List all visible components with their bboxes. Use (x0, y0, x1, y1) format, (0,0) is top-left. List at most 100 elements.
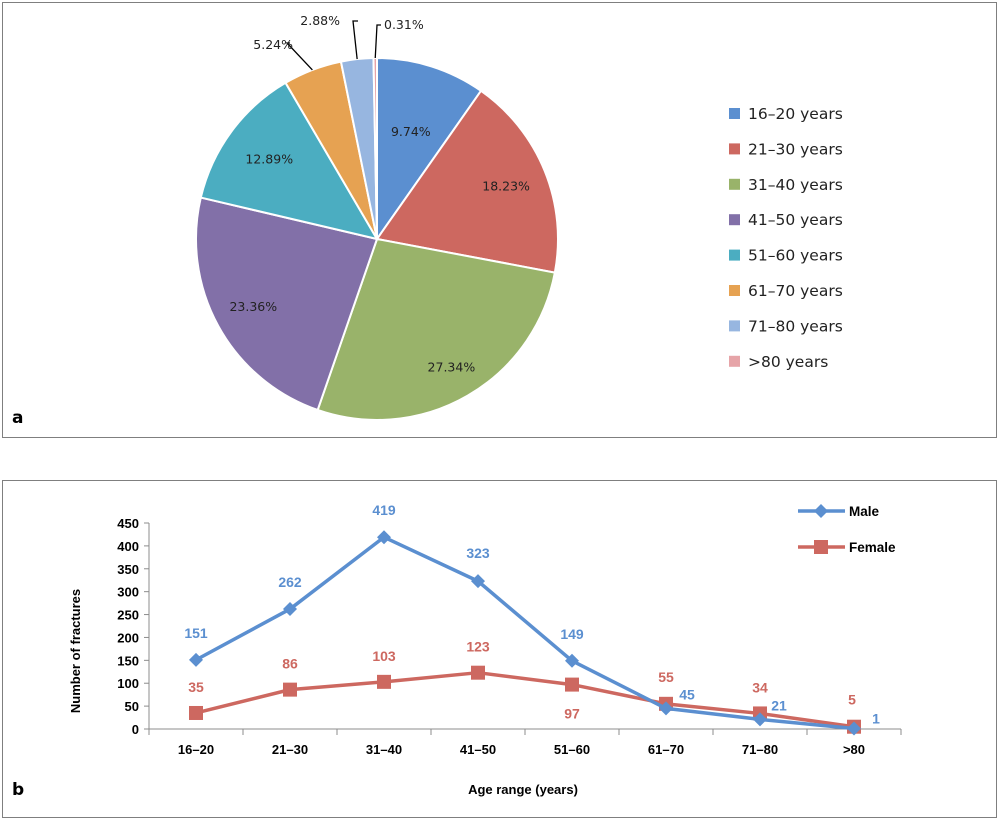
pie-legend: 16–20 years 21–30 years 31–40 years 41–50 y… (729, 105, 843, 371)
line-data-labels: 35 86 103 123 97 55 34 5 151 262 419 323 149 45 21 1 (184, 502, 880, 726)
y-tick-label-400: 400 (117, 539, 139, 554)
y-tick-label-100: 100 (117, 676, 139, 691)
pie-slice-41-50-years (195, 196, 379, 412)
line-axes: 0 50 100 150 200 250 300 350 400 450 16–20 21–30 31–… (117, 516, 902, 757)
data-label-male-21-30: 262 (278, 574, 302, 590)
legend-label-21-30-years: 21–30 years (748, 140, 843, 158)
pie-label-80-years: 0.31% (384, 17, 424, 32)
legend-swatch-80-years (729, 355, 740, 367)
pie-slice-31-40-years (316, 237, 557, 421)
x-tick-label-80: >80 (843, 742, 865, 757)
point-female-21-30 (283, 682, 297, 697)
x-tick-label-51-60: 51–60 (554, 742, 590, 757)
series-line-female (195, 670, 855, 729)
data-label-female-16-20: 35 (188, 679, 204, 695)
y-tick-label-50: 50 (125, 699, 139, 714)
legend-label-31-40-years: 31–40 years (748, 176, 843, 194)
y-tick-label-250: 250 (117, 608, 139, 623)
legend-label-51-60-years: 51–60 years (748, 247, 843, 265)
data-label-female-51-60: 97 (564, 706, 580, 722)
pie-labels: 9.74% 18.23% 27.34% 23.36% 12.89% 5.24% 2.88% 0… (229, 13, 530, 374)
pie-chart-panel: 9.74% 18.23% 27.34% 23.36% 12.89% 5.24% 2.88% 0… (2, 2, 997, 438)
point-male-61-70 (659, 701, 673, 716)
legend-swatch-41-50-years (729, 214, 740, 226)
data-label-male-61-70: 45 (679, 686, 695, 702)
pie-slice-16-20-years (376, 56, 483, 243)
pie-label-41-50-years: 23.36% (229, 299, 277, 314)
legend-label-female: Female (849, 540, 896, 555)
legend-swatch-61-70-years (729, 285, 740, 296)
x-tick-label-41-50: 41–50 (460, 742, 496, 757)
data-label-female-21-30: 86 (282, 656, 298, 672)
pie-chart: 9.74% 18.23% 27.34% 23.36% 12.89% 5.24% 2.88% 0… (12, 13, 843, 428)
point-female-16-20 (189, 705, 203, 720)
data-label-male-41-50: 323 (466, 545, 490, 561)
point-female-41-50 (471, 665, 485, 680)
y-tick-label-350: 350 (117, 562, 139, 577)
data-label-male-71-80: 21 (771, 697, 787, 713)
legend-label-61-70-years: 61–70 years (748, 282, 843, 300)
data-label-female-71-80: 34 (752, 679, 768, 695)
data-label-male-51-60: 149 (560, 626, 584, 642)
data-label-male-80: 1 (872, 711, 880, 727)
x-axis-title: Age range (years) (468, 782, 578, 797)
x-tick-label-61-70: 61–70 (648, 742, 684, 757)
y-axis-title: Number of fractures (68, 589, 83, 713)
pie-label-71-80-years: 2.88% (300, 13, 340, 28)
line-series (189, 530, 861, 736)
legend-marker-male (814, 504, 828, 518)
point-male-31-40 (377, 530, 391, 545)
pie-leader-line-61-70-years (285, 42, 313, 71)
pie-slice-21-30-years (375, 89, 559, 274)
data-label-male-16-20: 151 (184, 625, 208, 641)
x-tick-label-16-20: 16–20 (178, 742, 214, 757)
point-male-41-50 (471, 574, 485, 589)
legend-label-80-years: >80 years (748, 353, 828, 371)
x-tick-label-71-80: 71–80 (742, 742, 778, 757)
pie-label-51-60-years: 12.89% (245, 151, 293, 166)
point-male-71-80 (753, 712, 767, 727)
data-label-female-31-40: 103 (372, 648, 396, 664)
series-line-male (195, 535, 855, 731)
pie-slice-51-60-years (199, 81, 380, 241)
data-label-female-41-50: 123 (466, 639, 490, 655)
data-label-female-80: 5 (848, 692, 856, 708)
panel-label-b: b (12, 780, 24, 800)
legend-label-41-50-years: 41–50 years (748, 211, 843, 229)
pie-label-21-30-years: 18.23% (482, 179, 530, 194)
data-label-female-61-70: 55 (658, 669, 674, 685)
legend-label-male: Male (849, 504, 880, 519)
pie-slices (195, 56, 559, 421)
legend-marker-female (814, 540, 828, 554)
point-female-51-60 (565, 677, 579, 692)
legend-label-16-20-years: 16–20 years (748, 105, 843, 123)
point-male-51-60 (565, 653, 579, 668)
pie-label-61-70-years: 5.24% (253, 37, 293, 52)
pie-leader-line-80-years (374, 24, 381, 59)
line-chart: 0 50 100 150 200 250 300 350 400 450 16–20 21–30 31–… (12, 502, 902, 800)
y-tick-label-0: 0 (132, 722, 139, 737)
x-tick-label-21-30: 21–30 (272, 742, 308, 757)
line-chart-panel: 0 50 100 150 200 250 300 350 400 450 16–20 21–30 31–… (2, 480, 997, 818)
pie-leader-line-71-80-years (352, 20, 358, 60)
legend-label-71-80-years: 71–80 years (748, 317, 843, 335)
pie-label-16-20-years: 9.74% (391, 124, 431, 139)
x-tick-label-31-40: 31–40 (366, 742, 402, 757)
y-tick-label-450: 450 (117, 516, 139, 531)
legend-swatch-31-40-years (729, 178, 740, 190)
y-tick-label-150: 150 (117, 653, 139, 668)
data-label-male-31-40: 419 (372, 502, 396, 518)
line-legend: Male Female (798, 504, 896, 555)
y-tick-label-200: 200 (117, 630, 139, 645)
y-tick-label-300: 300 (117, 585, 139, 600)
legend-swatch-16-20-years (729, 108, 740, 119)
legend-swatch-71-80-years (729, 320, 740, 332)
point-male-80 (847, 721, 861, 736)
point-male-21-30 (283, 602, 297, 617)
pie-label-31-40-years: 27.34% (428, 359, 476, 374)
legend-swatch-51-60-years (729, 249, 740, 261)
legend-swatch-21-30-years (729, 143, 740, 155)
panel-label-a: a (12, 408, 23, 428)
point-female-31-40 (377, 674, 391, 689)
point-male-16-20 (189, 652, 203, 667)
